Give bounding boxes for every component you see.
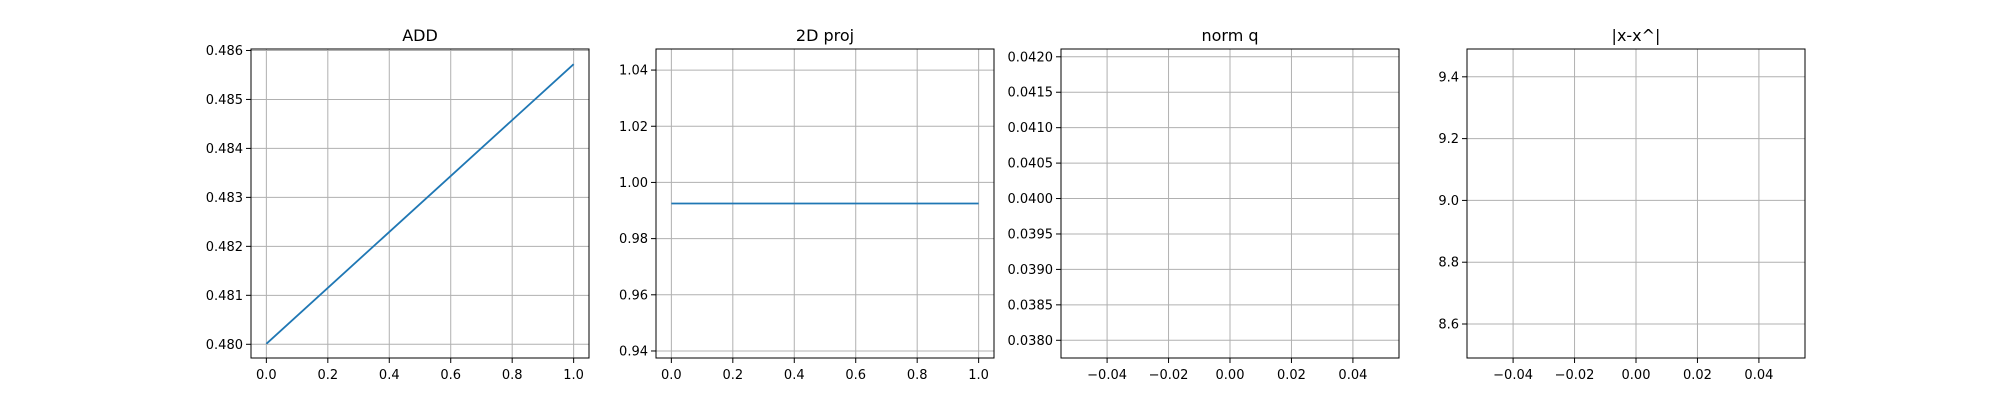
x-tick-label: −0.04 <box>1493 368 1533 383</box>
y-tick-label: 0.481 <box>206 289 243 304</box>
x-tick-label: 0.4 <box>784 368 805 383</box>
y-tick-label: 0.0400 <box>1008 192 1054 207</box>
y-tick-label: 0.0410 <box>1008 121 1054 136</box>
y-tick-label: 0.0395 <box>1008 227 1054 242</box>
x-tick-label: 0.02 <box>1277 368 1306 383</box>
x-tick-label: 0.6 <box>845 368 866 383</box>
y-tick-label: 0.486 <box>206 44 243 59</box>
chart-title: ADD <box>402 26 438 45</box>
x-tick-label: 0.8 <box>502 368 523 383</box>
x-tick-label: −0.02 <box>1555 368 1595 383</box>
y-tick-label: 0.98 <box>619 232 648 247</box>
y-tick-label: 0.96 <box>619 288 648 303</box>
y-tick-label: 0.484 <box>206 142 243 157</box>
x-tick-label: 0.00 <box>1216 368 1245 383</box>
x-tick-label: 0.8 <box>907 368 928 383</box>
y-tick-label: 0.485 <box>206 93 243 108</box>
y-tick-label: 9.0 <box>1438 194 1459 209</box>
x-tick-label: −0.04 <box>1087 368 1127 383</box>
y-tick-label: 9.2 <box>1438 132 1459 147</box>
y-tick-label: 1.00 <box>619 176 648 191</box>
y-tick-label: 0.0415 <box>1008 86 1054 101</box>
y-tick-label: 0.483 <box>206 191 243 206</box>
y-tick-label: 0.0390 <box>1008 263 1054 278</box>
axes-frame <box>250 48 590 359</box>
y-tick-label: 0.0420 <box>1008 50 1054 65</box>
y-tick-label: 0.480 <box>206 338 243 353</box>
x-tick-label: 0.00 <box>1622 368 1651 383</box>
y-tick-label: 8.6 <box>1438 318 1459 333</box>
chart-title: |x-x^| <box>1612 26 1661 45</box>
y-tick-label: 8.8 <box>1438 256 1459 271</box>
chart-panel: 0.0 0.2 0.4 0.6 0.8 1.0 0.94 0.96 0.98 1.00 1.02 1.… <box>619 26 995 383</box>
chart-title: norm q <box>1201 26 1258 45</box>
y-tick-label: 0.482 <box>206 240 243 255</box>
y-tick-label: 1.02 <box>619 120 648 135</box>
chart-title: 2D proj <box>796 26 854 45</box>
y-tick-label: 0.0405 <box>1008 157 1054 172</box>
y-tick-label: 0.0380 <box>1008 334 1054 349</box>
chart-panel: −0.04 −0.02 0.00 0.02 0.04 0.0380 0.0385 0.0390… <box>1008 26 1400 383</box>
x-tick-label: 0.4 <box>379 368 400 383</box>
x-tick-label: 0.04 <box>1744 368 1773 383</box>
x-tick-label: 1.0 <box>968 368 989 383</box>
y-tick-label: 0.94 <box>619 344 648 359</box>
series-line <box>265 63 575 345</box>
x-tick-label: 0.2 <box>722 368 743 383</box>
x-tick-label: 0.0 <box>661 368 682 383</box>
x-tick-label: 0.0 <box>256 368 277 383</box>
x-tick-label: 0.2 <box>317 368 338 383</box>
x-tick-label: 1.0 <box>563 368 584 383</box>
chart-panel: −0.04 −0.02 0.00 0.02 0.04 8.6 8.8 9.0 9.2 9.4 |x-… <box>1438 26 1806 383</box>
x-tick-label: 0.6 <box>440 368 461 383</box>
y-tick-label: 1.04 <box>619 64 648 79</box>
x-tick-label: 0.04 <box>1338 368 1367 383</box>
y-tick-label: 0.0385 <box>1008 298 1054 313</box>
y-tick-label: 9.4 <box>1438 70 1459 85</box>
axes-frame <box>655 48 995 359</box>
x-tick-label: 0.02 <box>1683 368 1712 383</box>
chart-panel: 0.0 0.2 0.4 0.6 0.8 1.0 0.480 0.481 0.482 0.483 0.… <box>206 26 590 383</box>
x-tick-label: −0.02 <box>1149 368 1189 383</box>
